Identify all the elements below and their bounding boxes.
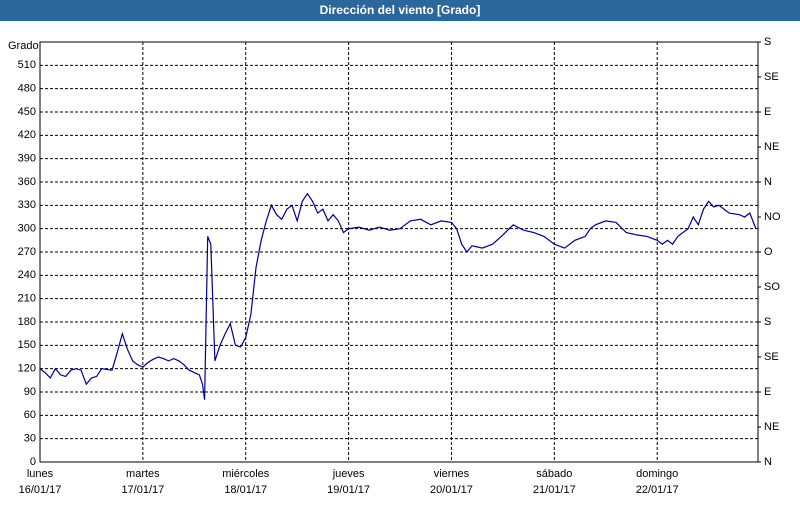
x-tick-date: 17/01/17 [121,484,164,496]
y2-tick-label: S [764,316,771,328]
x-tick-date: 21/01/17 [533,484,576,496]
y-tick-label: 30 [24,433,36,445]
x-tick-date: 19/01/17 [327,484,370,496]
y2-tick-label: S [764,36,771,48]
y-tick-label: 420 [18,129,36,141]
y-tick-label: 330 [18,199,36,211]
y-tick-label: 0 [30,456,36,468]
y-tick-label: 450 [18,106,36,118]
y2-tick-label: N [764,456,772,468]
x-tick-date: 22/01/17 [636,484,679,496]
y-tick-label: 150 [18,339,36,351]
y-tick-label: 60 [24,409,36,421]
title-bar [0,0,800,21]
x-tick-label: sábado [536,468,572,480]
y2-tick-label: NE [764,141,779,153]
x-tick-date: 20/01/17 [430,484,473,496]
y-tick-label: 390 [18,153,36,165]
y-tick-label: 90 [24,386,36,398]
y2-tick-label: O [764,246,773,258]
y-tick-label: 210 [18,293,36,305]
x-tick-label: domingo [636,468,678,480]
y2-tick-label: SO [764,281,780,293]
x-tick-label: jueves [332,468,365,480]
y-tick-label: 480 [18,83,36,95]
y2-tick-label: E [764,106,771,118]
y2-tick-label: SE [764,71,779,83]
y-tick-label: 270 [18,246,36,258]
x-tick-label: martes [126,468,160,480]
y-tick-label: 240 [18,269,36,281]
y2-tick-label: NO [764,211,781,223]
x-tick-label: lunes [27,468,54,480]
x-tick-label: viernes [434,468,470,480]
chart-title: Dirección del viento [Grado] [320,3,481,17]
y-tick-label: 510 [18,59,36,71]
y-tick-label: 120 [18,363,36,375]
y2-tick-label: NE [764,421,779,433]
y2-tick-label: SE [764,351,779,363]
x-tick-date: 18/01/17 [224,484,267,496]
y2-tick-label: N [764,176,772,188]
y-tick-label: 360 [18,176,36,188]
x-tick-date: 16/01/17 [19,484,62,496]
y-tick-label: 300 [18,223,36,235]
y-axis-label: Grado [8,40,39,52]
x-tick-label: miércoles [222,468,270,480]
data-line [39,192,757,400]
y2-tick-label: E [764,386,771,398]
y-tick-label: 180 [18,316,36,328]
